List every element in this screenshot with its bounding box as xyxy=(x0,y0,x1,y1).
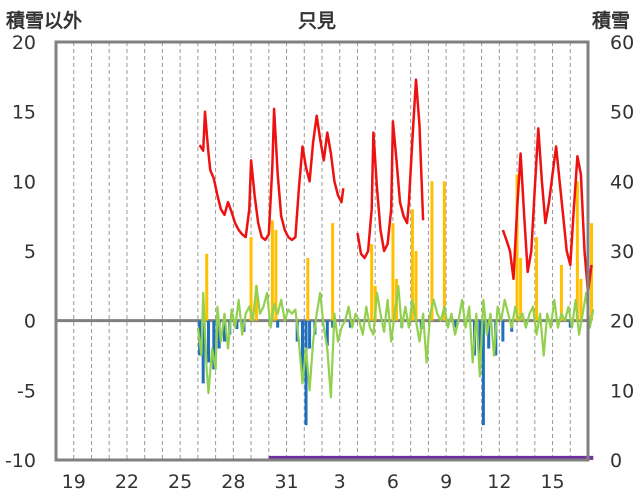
right-tick-label: 30 xyxy=(610,241,634,263)
x-tick-label: 9 xyxy=(440,471,452,493)
right-tick-label: 20 xyxy=(610,311,634,333)
right-tick-label: 60 xyxy=(610,32,634,54)
right-tick-label: 0 xyxy=(610,450,622,472)
x-tick-label: 25 xyxy=(168,471,192,493)
vertical-grid xyxy=(73,42,571,460)
x-axis-ticks: 19 22 25 28 31 3 6 9 12 15 xyxy=(62,471,565,493)
orange-bar xyxy=(575,181,579,321)
plot-frame xyxy=(54,40,590,462)
right-tick-label: 10 xyxy=(610,380,634,402)
blue-bar xyxy=(235,320,239,330)
left-tick-label: 0 xyxy=(24,311,36,333)
orange-bar xyxy=(274,230,278,321)
right-axis-ticks: 60 50 40 30 20 10 0 xyxy=(610,32,634,472)
red-series-line xyxy=(356,78,425,260)
orange-bar xyxy=(331,223,335,321)
left-tick-label: 10 xyxy=(12,171,36,193)
left-tick-label: 5 xyxy=(24,241,36,263)
right-tick-label: 40 xyxy=(610,171,634,193)
left-axis-label: 積雪以外 xyxy=(6,9,82,32)
orange-bar xyxy=(205,253,209,321)
left-tick-label: -5 xyxy=(17,380,36,402)
blue-bar xyxy=(212,320,216,370)
orange-bar xyxy=(579,278,583,321)
orange-bar xyxy=(535,237,539,321)
left-axis-ticks: 20 15 10 5 0 -5 -10 xyxy=(5,32,36,472)
blue-bar xyxy=(308,320,312,349)
x-tick-label: 15 xyxy=(540,471,564,493)
orange-bar xyxy=(370,244,374,321)
orange-bar xyxy=(515,174,519,321)
orange-bar xyxy=(254,285,258,321)
blue-bar xyxy=(501,320,505,342)
x-tick-label: 3 xyxy=(334,471,346,493)
blue-bar xyxy=(481,320,485,426)
blue-bars xyxy=(198,320,572,426)
orange-bar xyxy=(519,257,523,321)
red-series-line xyxy=(501,127,593,295)
right-axis-label: 積雪 xyxy=(592,9,630,32)
blue-bar xyxy=(300,320,304,377)
blue-bar xyxy=(222,320,226,342)
blue-bar xyxy=(304,320,308,426)
left-tick-label: -10 xyxy=(5,450,36,472)
left-tick-label: 20 xyxy=(12,32,36,54)
blue-bar xyxy=(207,320,211,363)
blue-bar xyxy=(201,320,205,384)
right-tick-label: 50 xyxy=(610,102,634,124)
series-lines xyxy=(196,78,595,460)
orange-bar xyxy=(410,209,414,321)
orange-bar xyxy=(270,220,274,321)
orange-bar xyxy=(391,223,395,321)
x-tick-label: 12 xyxy=(487,471,511,493)
left-tick-label: 15 xyxy=(12,102,36,124)
red-series-line xyxy=(198,107,345,242)
x-tick-label: 22 xyxy=(115,471,139,493)
orange-bar xyxy=(430,181,434,321)
orange-bar xyxy=(306,257,310,321)
orange-bar xyxy=(442,181,446,321)
blue-bar xyxy=(331,320,335,328)
plot-border xyxy=(54,40,590,462)
orange-bar xyxy=(559,264,563,321)
x-tick-label: 28 xyxy=(221,471,245,493)
blue-bar xyxy=(348,320,352,328)
orange-bar xyxy=(249,237,253,321)
orange-bar xyxy=(414,251,418,321)
x-tick-label: 6 xyxy=(387,471,399,493)
x-tick-label: 31 xyxy=(274,471,298,493)
blue-bar xyxy=(487,320,491,349)
green-series-line xyxy=(196,284,595,399)
x-tick-label: 19 xyxy=(62,471,86,493)
chart-title: 只見 xyxy=(298,10,336,32)
blue-bar xyxy=(453,320,457,328)
blue-bar xyxy=(478,320,482,370)
blue-bar xyxy=(325,320,329,346)
blue-bar xyxy=(276,320,280,328)
blue-bar xyxy=(568,320,572,328)
